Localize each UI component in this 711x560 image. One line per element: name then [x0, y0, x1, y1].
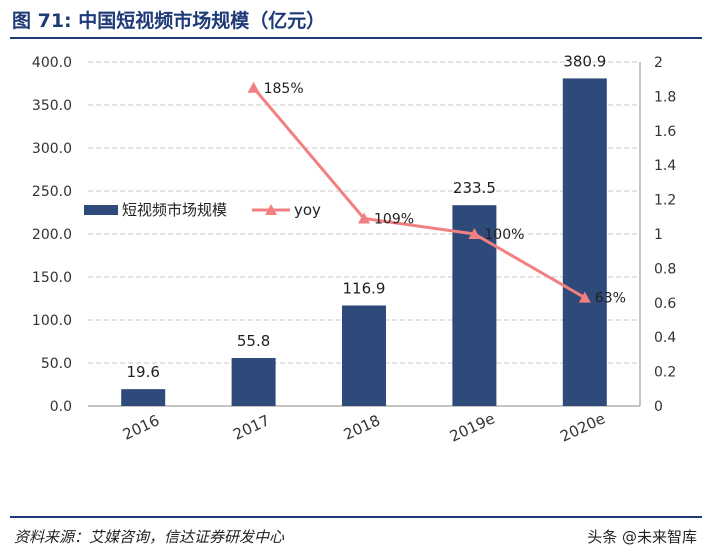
x-tick-label: 2019e [447, 409, 498, 445]
legend-bar-label: 短视频市场规模 [122, 201, 227, 219]
y-right-tick-label: 0.4 [654, 330, 676, 346]
y-right-tick-label: 0 [654, 399, 663, 415]
yoy-point [468, 228, 481, 239]
watermark: 头条 @未来智库 [587, 528, 697, 546]
yoy-value-label: 109% [374, 212, 414, 228]
bar [562, 78, 607, 407]
legend-line-marker [265, 204, 277, 215]
legend-bar-swatch [84, 205, 118, 215]
y-left-tick-label: 400.0 [32, 55, 72, 71]
yoy-value-label: 100% [484, 227, 524, 243]
y-left-tick-label: 100.0 [32, 313, 72, 329]
y-right-tick-label: 0.2 [654, 365, 676, 381]
y-left-tick-label: 150.0 [32, 270, 72, 286]
x-tick-label: 2017 [230, 411, 272, 443]
yoy-value-label: 63% [595, 291, 626, 307]
y-right-tick-label: 1.2 [654, 193, 676, 209]
bar [342, 305, 386, 406]
y-left-tick-label: 0.0 [50, 399, 72, 415]
y-right-tick-label: 1.8 [654, 89, 676, 105]
yoy-line [252, 86, 586, 299]
y-right-tick-label: 1.6 [654, 124, 676, 140]
y-right-tick-label: 1.4 [654, 158, 676, 174]
x-tick-label: 2016 [120, 411, 162, 443]
bar-value-label: 233.5 [453, 179, 496, 197]
legend-line-label: yoy [294, 201, 321, 219]
title-divider [10, 37, 702, 39]
chart-title: 图 71: 中国短视频市场规模（亿元） [12, 10, 326, 32]
yoy-point [578, 291, 591, 303]
x-tick-label: 2020e [557, 409, 608, 445]
chart: 0.0 50.0 100.0 150.0 200.0 250.0 300.0 350.0 400… [32, 52, 676, 445]
footer-divider [10, 516, 702, 518]
y-right-tick-label: 0.6 [654, 296, 676, 312]
y-left-tick-label: 250.0 [32, 184, 72, 200]
yoy-point [247, 81, 260, 93]
yoy-value-label: 185% [264, 81, 304, 97]
y-left-tick-label: 300.0 [32, 141, 72, 157]
y-left-tick-label: 50.0 [41, 356, 72, 372]
y-right-tick-label: 2 [654, 55, 663, 71]
source-note: 资料来源：艾媒咨询，信达证券研发中心 [14, 528, 285, 546]
y-left-tick-label: 200.0 [32, 227, 72, 243]
bar [231, 358, 276, 406]
y-left-tick-label: 350.0 [32, 98, 72, 114]
bar-value-label: 19.6 [126, 363, 159, 381]
bar-value-label: 55.8 [237, 332, 270, 350]
y-right-tick-label: 0.8 [654, 261, 676, 277]
bar-value-label: 116.9 [343, 279, 386, 297]
bar [121, 389, 166, 406]
y-right-tick-label: 1 [654, 227, 663, 243]
yoy-point [358, 212, 370, 224]
bar-value-label: 380.9 [563, 52, 606, 70]
x-tick-label: 2018 [341, 411, 383, 443]
